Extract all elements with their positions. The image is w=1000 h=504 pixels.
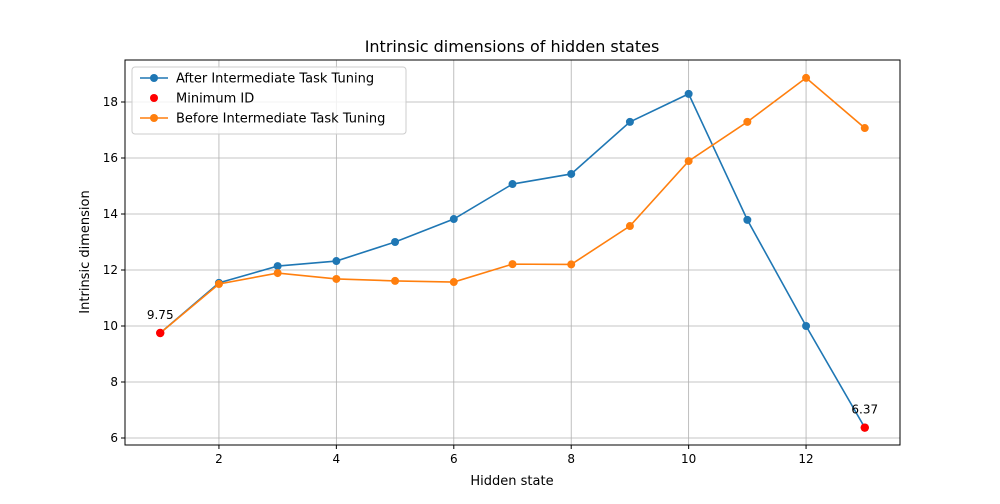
axis-ticks: 2 4 6 8 10 12 6 8 10 12 14 16 18 bbox=[103, 95, 814, 466]
legend: After Intermediate Task Tuning Minimum ID… bbox=[131, 66, 407, 135]
data-point bbox=[684, 89, 693, 98]
data-point bbox=[391, 276, 400, 285]
minimum-point bbox=[860, 423, 869, 432]
legend-box bbox=[131, 66, 407, 135]
data-point bbox=[332, 274, 341, 283]
y-tick-label: 6 bbox=[110, 431, 118, 445]
data-point bbox=[508, 260, 517, 269]
data-point bbox=[802, 322, 811, 330]
data-point bbox=[449, 215, 458, 224]
legend-marker bbox=[150, 94, 158, 102]
x-tick-label: 10 bbox=[681, 452, 696, 466]
x-tick-label: 6 bbox=[450, 452, 458, 466]
data-point bbox=[567, 260, 576, 269]
data-point bbox=[449, 278, 458, 287]
data-point bbox=[743, 215, 752, 224]
data-point bbox=[273, 262, 282, 271]
data-point bbox=[273, 269, 282, 278]
legend-label: After Intermediate Task Tuning bbox=[176, 72, 374, 87]
series-layer bbox=[156, 73, 869, 432]
x-axis-label: Hidden state bbox=[470, 474, 553, 489]
legend-marker bbox=[150, 74, 158, 82]
plot-frame bbox=[124, 59, 901, 446]
y-tick-label: 16 bbox=[103, 151, 118, 165]
x-tick-label: 4 bbox=[333, 452, 341, 466]
legend-marker bbox=[150, 114, 158, 122]
annotation-label: 9.75 bbox=[147, 308, 174, 322]
data-point bbox=[391, 238, 400, 246]
legend-label: Before Intermediate Task Tuning bbox=[176, 112, 385, 127]
y-tick-label: 10 bbox=[103, 319, 118, 333]
data-point bbox=[684, 157, 693, 166]
chart-title: Intrinsic dimensions of hidden states bbox=[365, 37, 660, 56]
y-tick-label: 18 bbox=[103, 95, 118, 109]
annotation-label: 6.37 bbox=[851, 403, 878, 417]
y-tick-label: 12 bbox=[103, 263, 118, 277]
data-point bbox=[802, 73, 811, 82]
data-point bbox=[743, 117, 752, 126]
y-tick-label: 14 bbox=[103, 207, 118, 221]
data-point bbox=[625, 222, 634, 231]
y-tick-label: 8 bbox=[110, 375, 118, 389]
x-tick-label: 8 bbox=[567, 452, 575, 466]
grid bbox=[125, 60, 900, 445]
x-tick-label: 12 bbox=[798, 452, 813, 466]
data-point bbox=[860, 124, 869, 133]
data-point bbox=[508, 180, 517, 189]
data-point bbox=[214, 280, 223, 288]
y-axis-label: Intrinsic dimension bbox=[78, 190, 93, 313]
data-point bbox=[567, 169, 576, 178]
data-point bbox=[625, 117, 634, 126]
annotations: 9.75 6.37 bbox=[147, 308, 878, 417]
x-tick-label: 2 bbox=[215, 452, 223, 466]
legend-label: Minimum ID bbox=[176, 92, 254, 107]
data-point bbox=[332, 257, 341, 266]
minimum-point bbox=[156, 328, 165, 338]
